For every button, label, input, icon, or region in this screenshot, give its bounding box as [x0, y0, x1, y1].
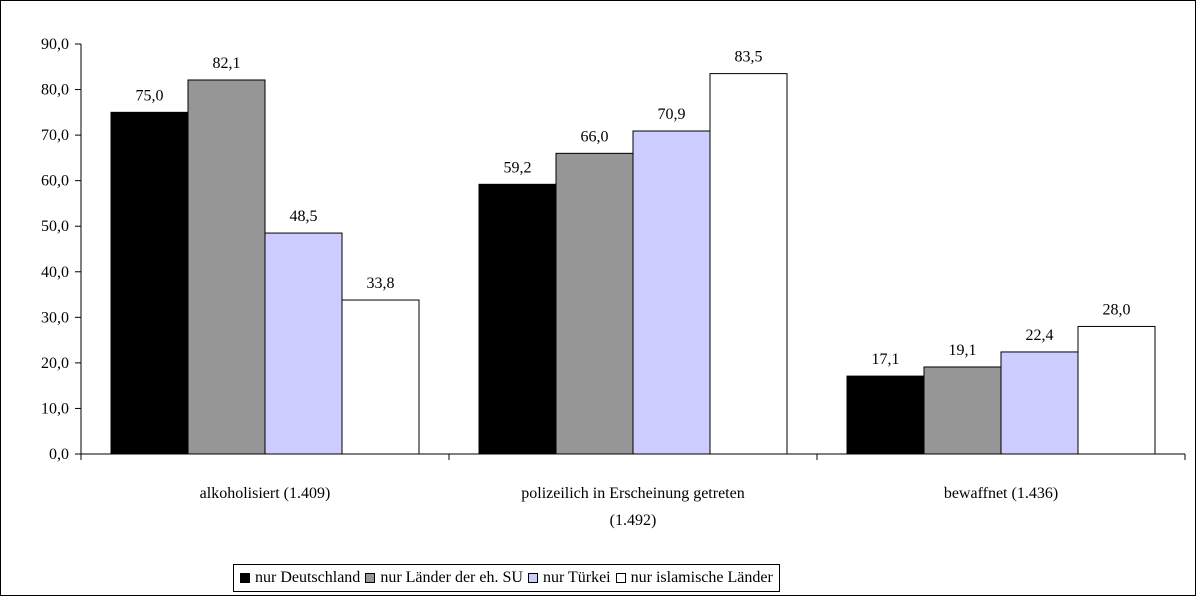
- x-category-label: alkoholisiert (1.409): [200, 485, 331, 502]
- data-label: 75,0: [136, 87, 164, 104]
- bar: [709, 73, 788, 455]
- data-label: 19,1: [949, 342, 977, 359]
- legend-item-1: nur Länder der eh. SU: [365, 569, 523, 587]
- y-tick-label: 90,0: [41, 36, 69, 53]
- x-category-label: polizeilich in Erscheinung getreten: [521, 485, 744, 502]
- legend-label-1: nur Länder der eh. SU: [380, 569, 523, 586]
- y-tick-label: 10,0: [41, 400, 69, 417]
- bar: [923, 366, 1002, 455]
- bar: [846, 375, 925, 455]
- data-label: 22,4: [1026, 327, 1054, 344]
- bar: [1000, 351, 1079, 455]
- data-label: 33,8: [367, 275, 395, 292]
- y-tick-label: 20,0: [41, 355, 69, 372]
- legend-swatch-3: [615, 573, 626, 583]
- data-label: 82,1: [213, 55, 241, 72]
- legend-label-3: nur islamische Länder: [630, 569, 773, 586]
- bar: [632, 130, 711, 455]
- legend-swatch-1: [365, 573, 376, 583]
- data-label: 83,5: [735, 49, 763, 66]
- legend-label-2: nur Türkei: [542, 569, 611, 586]
- y-tick-label: 30,0: [41, 309, 69, 326]
- bar: [110, 111, 189, 455]
- data-labels: 75,0 82,1 48,5 33,8 59,2 66,0 70,9 83,5 17,1 19,1…: [136, 49, 1131, 368]
- data-label: 48,5: [290, 208, 318, 225]
- legend-swatch-0: [240, 573, 250, 583]
- y-tick-label: 0,0: [49, 446, 69, 463]
- bar-chart: 0,010,020,030,040,050,060,070,080,090,0 …: [41, 36, 1186, 529]
- y-tick-label: 80,0: [41, 82, 69, 99]
- x-axis: alkoholisiert (1.409) polizeilich in Ersc…: [80, 453, 1186, 529]
- data-label: 66,0: [581, 128, 609, 145]
- bar: [187, 79, 266, 455]
- bar: [341, 299, 420, 455]
- data-label: 17,1: [872, 351, 900, 368]
- bars: [110, 73, 1156, 455]
- legend-label-0: nur Deutschland: [255, 569, 361, 586]
- legend: nur Deutschland nur Länder der eh. SU nu…: [233, 564, 780, 592]
- legend-item-0: nur Deutschland: [240, 569, 360, 587]
- legend-item-3: nur islamische Länder: [615, 569, 773, 587]
- x-category-label: bewaffnet (1.436): [944, 485, 1058, 502]
- y-axis: 0,0 10,0 20,0 30,0 40,0 50,0 60,0 70,0 80,0 90,0: [41, 36, 82, 463]
- legend-swatch-2: [527, 573, 538, 583]
- bar: [555, 152, 634, 455]
- bar: [1077, 325, 1156, 455]
- bar: [478, 183, 557, 455]
- bar: [264, 232, 343, 455]
- y-tick-label: 70,0: [41, 127, 69, 144]
- x-category-label: (1.492): [610, 512, 657, 529]
- y-tick-label: 50,0: [41, 218, 69, 235]
- legend-item-2: nur Türkei: [527, 569, 611, 587]
- data-label: 28,0: [1103, 301, 1131, 318]
- y-tick-label: 60,0: [41, 173, 69, 190]
- y-tick-label: 40,0: [41, 264, 69, 281]
- data-label: 59,2: [504, 159, 532, 176]
- data-label: 70,9: [658, 106, 686, 123]
